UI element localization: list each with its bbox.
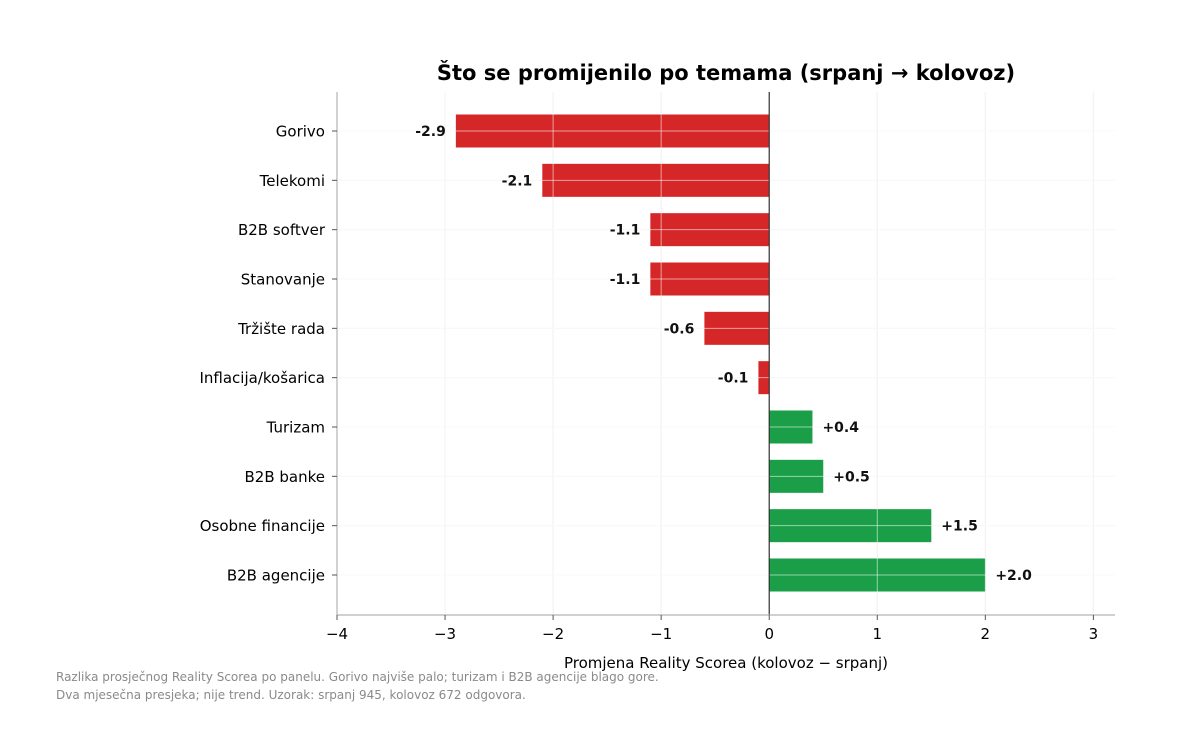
data-label: +1.5 xyxy=(941,519,978,535)
data-label: -1.1 xyxy=(610,223,641,239)
x-tick-label: 1 xyxy=(873,625,883,643)
x-axis-label: Promjena Reality Scorea (kolovoz − srpan… xyxy=(564,654,888,672)
data-labels: -2.9 -2.1 -1.1 -1.1 -0.6 -0.1 +0.4 +0.5 +1.5 +2.0 xyxy=(415,124,1032,584)
x-tick-label: 0 xyxy=(764,625,774,643)
data-label: -2.1 xyxy=(502,173,533,189)
y-tick-label: Telekomi xyxy=(259,172,325,190)
y-tick-label: Osobne financije xyxy=(200,517,325,535)
data-label: -1.1 xyxy=(610,272,641,288)
bars xyxy=(336,92,1115,615)
y-tick-label: B2B banke xyxy=(245,468,326,486)
x-tick-label: −3 xyxy=(434,625,456,643)
x-tick-label: −1 xyxy=(650,625,672,643)
x-tick-label: −4 xyxy=(326,625,348,643)
y-tick-label: Gorivo xyxy=(276,123,325,141)
chart-title: Što se promijenilo po temama (srpanj → k… xyxy=(437,60,1015,85)
y-tick-label: B2B softver xyxy=(238,221,326,239)
data-label: -0.1 xyxy=(718,371,749,387)
x-tick-label: 2 xyxy=(981,625,991,643)
footnote-line-2: Dva mjesečna presjeka; nije trend. Uzora… xyxy=(56,688,526,702)
data-label: +0.4 xyxy=(822,420,859,436)
data-label: -2.9 xyxy=(415,124,446,140)
y-tick-label: B2B agencije xyxy=(227,567,325,585)
y-tick-label: Stanovanje xyxy=(241,271,325,289)
y-tick-label: Inflacija/košarica xyxy=(199,369,325,387)
y-tick-label: Turizam xyxy=(266,419,325,437)
data-label: +0.5 xyxy=(833,469,870,485)
x-tick-label: 3 xyxy=(1089,625,1099,643)
data-label: -0.6 xyxy=(664,321,695,337)
footnote-line-1: Razlika prosječnog Reality Scorea po pan… xyxy=(56,670,659,684)
x-tick-label: −2 xyxy=(542,625,564,643)
y-tick-label: Tržište rada xyxy=(237,320,325,338)
data-label: +2.0 xyxy=(995,568,1032,584)
axes: −4 −3 −2 −1 0 1 2 3 Gorivo Telekomi B2B softver Sta… xyxy=(199,92,1115,643)
